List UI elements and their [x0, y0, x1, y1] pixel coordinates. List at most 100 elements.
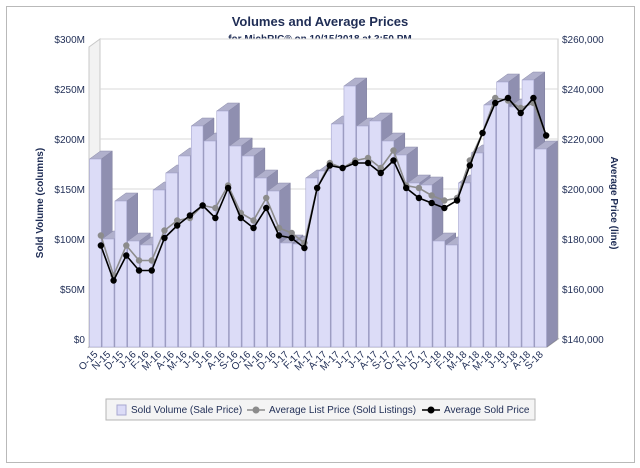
left-tick-label: $200M: [54, 135, 85, 146]
right-tick-label: $200,000: [562, 185, 604, 196]
sold-price-point: [288, 234, 295, 242]
sold-price-point: [212, 214, 219, 222]
bar-series: [88, 71, 559, 348]
list-price-point: [135, 257, 143, 264]
bar-front: [267, 190, 280, 348]
bar: [534, 140, 559, 348]
bar-front: [101, 238, 115, 348]
list-price-point: [123, 242, 130, 249]
sold-price-point: [237, 214, 245, 222]
bar-front: [165, 172, 178, 348]
list-price-point: [441, 197, 448, 204]
list-price-point: [377, 164, 384, 172]
bar-front: [280, 242, 293, 348]
sold-price-point: [530, 94, 537, 102]
list-price-point: [517, 104, 524, 112]
sold-price-point: [453, 197, 461, 204]
list-price-point: [97, 232, 105, 239]
right-tick-label: $260,000: [562, 35, 604, 46]
right-tick-label: $160,000: [562, 285, 604, 296]
bar-front: [534, 148, 547, 348]
sold-price-point: [186, 212, 194, 219]
bar-front: [190, 125, 204, 348]
sold-price-point: [97, 242, 105, 249]
list-price-point: [288, 229, 295, 237]
bar-front: [216, 110, 229, 348]
sold-price-point: [415, 194, 423, 202]
sold-price-point: [441, 204, 448, 212]
sold-price-point: [364, 159, 372, 167]
sold-price-point: [173, 222, 181, 229]
left-tick-label: $250M: [54, 85, 85, 96]
bar-front: [343, 85, 356, 348]
sold-price-point: [339, 164, 346, 172]
bar-front: [89, 158, 102, 348]
sold-price-point: [479, 129, 486, 137]
left-tick-label: $300M: [54, 35, 85, 46]
left-tick-label: $50M: [60, 285, 85, 296]
legend-sold-marker: [427, 406, 435, 414]
bar-front: [178, 155, 191, 348]
sold-price-point: [326, 162, 334, 169]
bar-front: [140, 244, 153, 348]
bar-front: [318, 170, 331, 348]
sold-price-point: [377, 169, 384, 177]
list-price-point: [173, 217, 181, 224]
right-axis-label: Average Price (line): [608, 156, 619, 249]
bar-front: [381, 140, 395, 348]
sold-price-point: [161, 234, 168, 242]
sold-price-point: [301, 244, 308, 252]
sold-price-point: [428, 199, 435, 207]
left-axis-label: Sold Volume (columns): [35, 148, 46, 258]
right-tick-label: $180,000: [562, 235, 604, 246]
bar-front: [229, 145, 242, 348]
legend-list-marker: [252, 406, 260, 414]
bar-front: [509, 106, 522, 348]
legend-box: [105, 398, 536, 421]
bar-front: [203, 140, 217, 348]
list-price-point: [428, 192, 435, 199]
bar-front: [394, 154, 407, 348]
sold-price-point: [199, 202, 206, 209]
list-price-point: [364, 154, 372, 162]
chart-frame: Volumes and Average Prices for MichRIC® …: [6, 6, 635, 463]
left-tick-label: $100M: [54, 235, 85, 246]
list-price-point: [263, 194, 270, 202]
sold-price-point: [517, 109, 524, 117]
bar-front: [254, 177, 267, 348]
bar-front: [152, 189, 166, 348]
list-price-point: [415, 184, 423, 192]
sold-price-point: [466, 162, 474, 169]
list-price-point: [250, 217, 257, 224]
legend-label-sold-price: Average Sold Price: [444, 405, 530, 416]
sold-price-point: [123, 252, 130, 259]
bar-front: [292, 243, 306, 348]
left-tick-label: $0: [74, 335, 86, 346]
sold-price-point: [542, 132, 550, 139]
chart-title: Volumes and Average Prices: [232, 14, 409, 29]
list-price-point: [212, 204, 219, 212]
bar-front: [432, 240, 446, 348]
legend-bar-swatch: [116, 404, 127, 416]
bar-front: [407, 182, 420, 348]
sold-price-point: [352, 159, 359, 167]
sold-price-point: [313, 184, 321, 192]
line-series: [97, 94, 550, 284]
bar-front: [483, 104, 496, 348]
list-price-point: [148, 257, 155, 264]
sold-price-point: [263, 204, 270, 212]
bar-front: [356, 125, 369, 348]
left-tick-label: $150M: [54, 185, 85, 196]
sold-price-point: [224, 184, 232, 192]
sold-price-point: [492, 99, 499, 107]
list-price-point: [390, 147, 397, 154]
sold-price-point: [250, 224, 257, 232]
bar-front: [458, 182, 471, 348]
bar-front: [369, 120, 382, 348]
list-price-point: [161, 227, 168, 234]
legend-label-volume: Sold Volume (Sale Price): [131, 405, 242, 416]
bar-front: [127, 240, 140, 348]
bar-front: [419, 184, 433, 348]
bar-front: [330, 123, 344, 348]
sold-price-point: [148, 267, 155, 274]
